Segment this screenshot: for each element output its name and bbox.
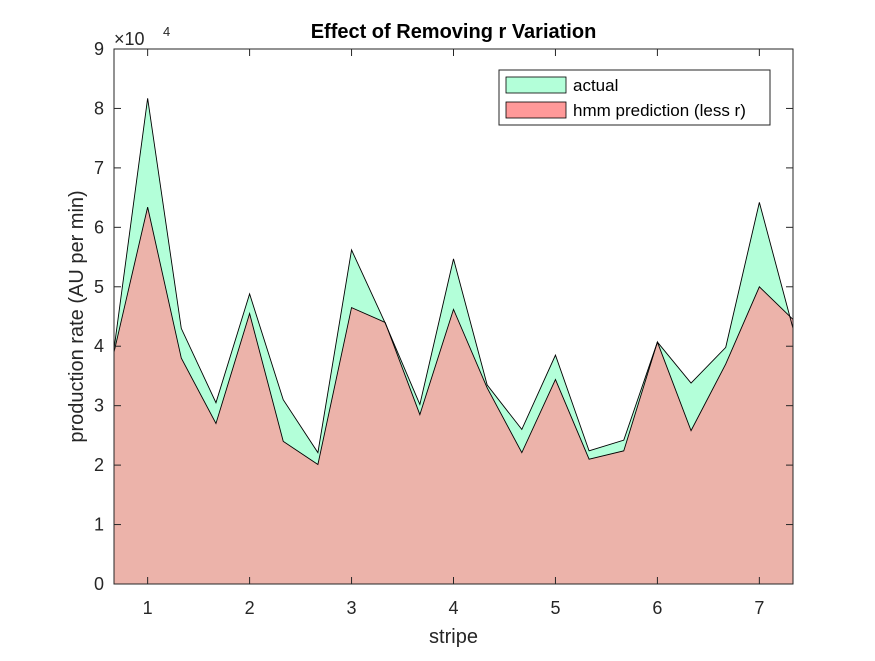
legend-label-hmm-prediction: hmm prediction (less r) <box>573 101 746 120</box>
x-tick-label: 2 <box>245 598 255 618</box>
legend-swatch-hmm-prediction <box>505 101 567 119</box>
y-tick-label: 9 <box>94 39 104 59</box>
y-tick-label: 6 <box>94 217 104 237</box>
chart-title: Effect of Removing r Variation <box>311 21 597 43</box>
legend-label-actual: actual <box>573 76 618 95</box>
y-exponent-power: 4 <box>163 24 170 39</box>
area-layer <box>114 98 793 584</box>
x-tick-label: 3 <box>347 598 357 618</box>
y-axis-label: production rate (AU per min) <box>66 190 88 442</box>
y-tick-label: 5 <box>94 277 104 297</box>
x-tick-label: 6 <box>652 598 662 618</box>
line-hmm <box>113 207 794 466</box>
line-actual <box>113 98 794 454</box>
legend: actual hmm prediction (less r) <box>498 69 771 126</box>
tick-layer: 1 2 3 4 5 6 7 0 1 2 3 4 5 6 7 8 9 <box>94 39 793 618</box>
x-tick-label: 5 <box>550 598 560 618</box>
x-tick-label: 1 <box>143 598 153 618</box>
y-tick-label: 1 <box>94 515 104 535</box>
x-axis-label: stripe <box>429 626 478 648</box>
x-tick-label: 7 <box>754 598 764 618</box>
area-hmm <box>114 207 793 584</box>
y-tick-label: 7 <box>94 158 104 178</box>
y-tick-label: 3 <box>94 396 104 416</box>
y-tick-label: 4 <box>94 336 104 356</box>
y-tick-label: 0 <box>94 574 104 594</box>
x-tick-label: 4 <box>448 598 458 618</box>
y-exponent-label: ×10 <box>114 29 145 49</box>
legend-swatch-actual <box>505 76 567 94</box>
y-tick-label: 2 <box>94 455 104 475</box>
outline-layer <box>113 98 794 466</box>
y-tick-label: 8 <box>94 98 104 118</box>
